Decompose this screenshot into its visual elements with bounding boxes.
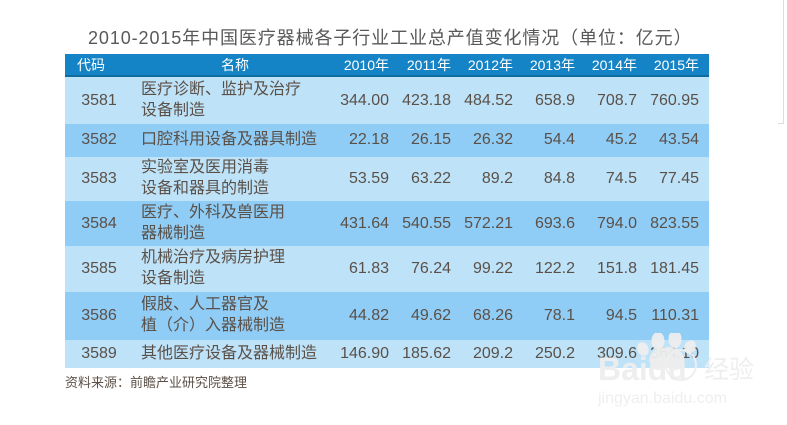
svg-text:Baidu: Baidu [598,351,687,387]
svg-text:经验: 经验 [704,356,754,384]
svg-text:jingyan.baidu.com: jingyan.baidu.com [598,390,727,407]
